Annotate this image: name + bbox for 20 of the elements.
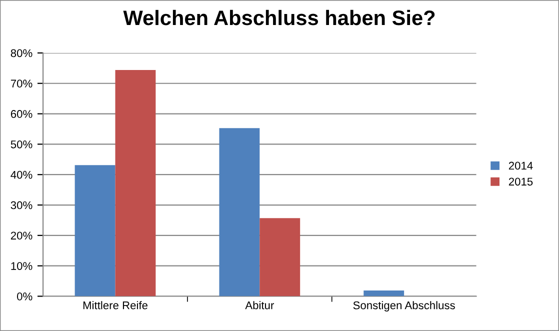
y-tick-label: 50% <box>10 140 32 148</box>
y-tick-label: 80% <box>10 49 32 58</box>
x-tick-label: Sonstigen Abschluss <box>353 301 455 312</box>
y-tick-label: 20% <box>10 232 32 240</box>
y-tick-label: 30% <box>10 201 32 210</box>
y-tick-label: 0% <box>17 292 32 300</box>
bar <box>219 128 260 296</box>
y-tick-label: 60% <box>10 110 32 118</box>
y-tick-label: 70% <box>10 80 32 88</box>
bar <box>115 70 156 296</box>
x-tick-label: Mittlere Reife <box>83 301 148 310</box>
y-tick-label: 40% <box>10 170 32 179</box>
bar <box>364 290 404 296</box>
legend-label: 2014 <box>508 162 533 170</box>
legend-label: 2015 <box>508 178 533 186</box>
bar <box>74 165 116 296</box>
x-tick-label: Abitur <box>245 301 274 310</box>
y-tick-label: 10% <box>11 262 32 270</box>
bar <box>260 218 300 296</box>
chart-title: Welchen Abschluss haben Sie? <box>123 10 435 26</box>
